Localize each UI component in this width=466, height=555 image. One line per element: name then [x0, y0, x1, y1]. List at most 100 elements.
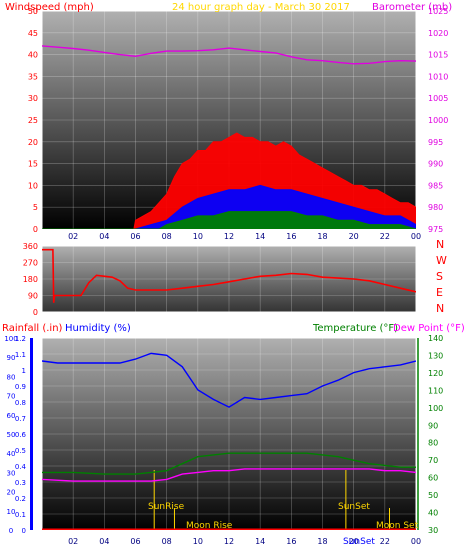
wind-tick-label: 25	[28, 116, 38, 125]
temperature-tick-label: 40	[428, 509, 438, 518]
time-tick-label: 18	[317, 537, 327, 546]
wind-tick-label: 0	[33, 225, 38, 234]
barometer-tick-label: 1000	[428, 116, 448, 125]
humidity-tick-label: 0	[9, 527, 13, 535]
time-tick-label: 22	[380, 537, 390, 546]
temperature-line	[42, 452, 416, 475]
rainfall-tick-label: 0.7	[15, 415, 26, 423]
temperature-tick-label: 70	[428, 456, 438, 465]
temperature-tick-label: 90	[428, 421, 438, 430]
rainfall-tick-label: 0.8	[15, 399, 26, 407]
barometer-tick-label: 990	[428, 160, 443, 169]
barometer-tick-label: 1005	[428, 94, 448, 103]
direction-line	[42, 248, 416, 303]
time-tick-label: 10	[193, 537, 203, 546]
wind-tick-label: 15	[28, 160, 38, 169]
rainfall-tick-label: 0	[22, 527, 26, 535]
temperature-tick-label: 50	[428, 491, 438, 500]
humidity-axis-title: Humidity (%)	[65, 323, 131, 334]
moonset-label: Moon Set	[376, 521, 419, 531]
temperature-tick-label: 140	[428, 334, 443, 343]
rainfall-tick-label: 0.2	[15, 495, 26, 503]
humidity-tick-label: 30	[7, 469, 16, 477]
time-tick-label: 18	[317, 232, 327, 241]
temperature-tick-label: 110	[428, 386, 443, 395]
rainfall-tick-label: 0.6	[15, 431, 27, 439]
barometer-tick-label: 995	[428, 138, 443, 147]
temperature-tick-label: 30	[428, 526, 438, 535]
direction-tick-label: 270	[23, 259, 38, 268]
sunset-label: SunSet	[338, 502, 370, 512]
humidity-tick-label: 10	[7, 508, 16, 516]
rainfall-tick-label: 0.9	[15, 383, 26, 391]
dew_point-line	[42, 468, 416, 482]
time-tick-label: 08	[162, 232, 172, 241]
humidity-panel-background	[41, 337, 417, 531]
time-tick-label: 12	[224, 232, 234, 241]
wind_dark-area	[42, 211, 416, 229]
barometer-line	[42, 45, 416, 65]
barometer-tick-label: 980	[428, 203, 443, 212]
barometer-tick-label: 1025	[428, 7, 448, 16]
humidity-tick-label: 20	[7, 489, 16, 497]
direction-letters: N W S E N	[436, 238, 447, 315]
rainfall-axis-title: Rainfall (.in)	[2, 323, 63, 334]
direction-series	[42, 248, 416, 303]
direction-axes: 0 90 180 270 360	[23, 242, 38, 317]
wind-tick-label: 50	[28, 7, 38, 16]
barometer-tick-label: 1015	[428, 51, 448, 60]
rainfall-tick-label: 0.4	[15, 463, 27, 471]
humidity-series	[42, 352, 416, 530]
barometer-tick-label: 985	[428, 181, 443, 190]
rainfall-axis-bar	[30, 338, 33, 530]
barometer-tick-label: 1020	[428, 29, 448, 38]
time-tick-label: 02	[68, 232, 78, 241]
wind-tick-label: 5	[33, 203, 38, 212]
humidity-line	[42, 352, 416, 408]
direction-letter-e: E	[436, 286, 443, 299]
temperature-tick-label: 80	[428, 439, 438, 448]
humidity-grid	[42, 338, 416, 530]
temperature-tick-label: 60	[428, 474, 438, 483]
dewpoint-axis-title: Dew Point (°F)	[393, 323, 465, 334]
time-tick-label: 20	[349, 537, 359, 546]
temperature-tick-label: 100	[428, 404, 443, 413]
wind-tick-label: 20	[28, 138, 38, 147]
time-tick-label: 06	[130, 232, 140, 241]
barometer-tick-label: 1010	[428, 72, 448, 81]
time-tick-label: 00	[411, 537, 421, 546]
direction-tick-label: 360	[23, 242, 38, 251]
humidity-tick-label: 50	[7, 431, 16, 439]
wind-tick-label: 30	[28, 94, 38, 103]
time-tick-label: 22	[380, 232, 390, 241]
rainfall-tick-label: 1.2	[15, 335, 26, 343]
humidity-tick-label: 40	[7, 450, 16, 458]
wind-series	[42, 45, 416, 229]
time-tick-label: 16	[286, 232, 296, 241]
temperature-tick-label: 120	[428, 369, 443, 378]
time-tick-label: 14	[255, 232, 265, 241]
sunset-bottom-label: SunSet	[343, 537, 375, 547]
rainfall-tick-label: 0.3	[15, 479, 26, 487]
wind-tick-label: 45	[28, 29, 38, 38]
time-tick-label: 02	[68, 537, 78, 546]
direction-tick-label: 90	[28, 292, 38, 301]
rainfall-tick-label: 1.1	[15, 351, 26, 359]
astro-events	[153, 470, 391, 530]
direction-letter-s: S	[436, 270, 443, 283]
time-tick-label: 20	[349, 232, 359, 241]
humidity-tick-label: 80	[7, 373, 16, 381]
time-tick-label: 06	[130, 537, 140, 546]
direction-letter-n-top: N	[436, 238, 444, 251]
direction-tick-label: 0	[33, 308, 38, 317]
time-tick-label: 12	[224, 537, 234, 546]
humidity-tick-label: 90	[7, 354, 16, 362]
time-tick-label: 14	[255, 537, 265, 546]
time-tick-label: 04	[99, 232, 109, 241]
temperature-axis-title: Temperature (°F)	[312, 323, 398, 334]
rainfall-tick-label: 1	[22, 367, 26, 375]
barometer-tick-label: 975	[428, 225, 443, 234]
rainfall-tick-label: 0.1	[15, 511, 26, 519]
direction-letter-n-bottom: N	[436, 302, 444, 315]
